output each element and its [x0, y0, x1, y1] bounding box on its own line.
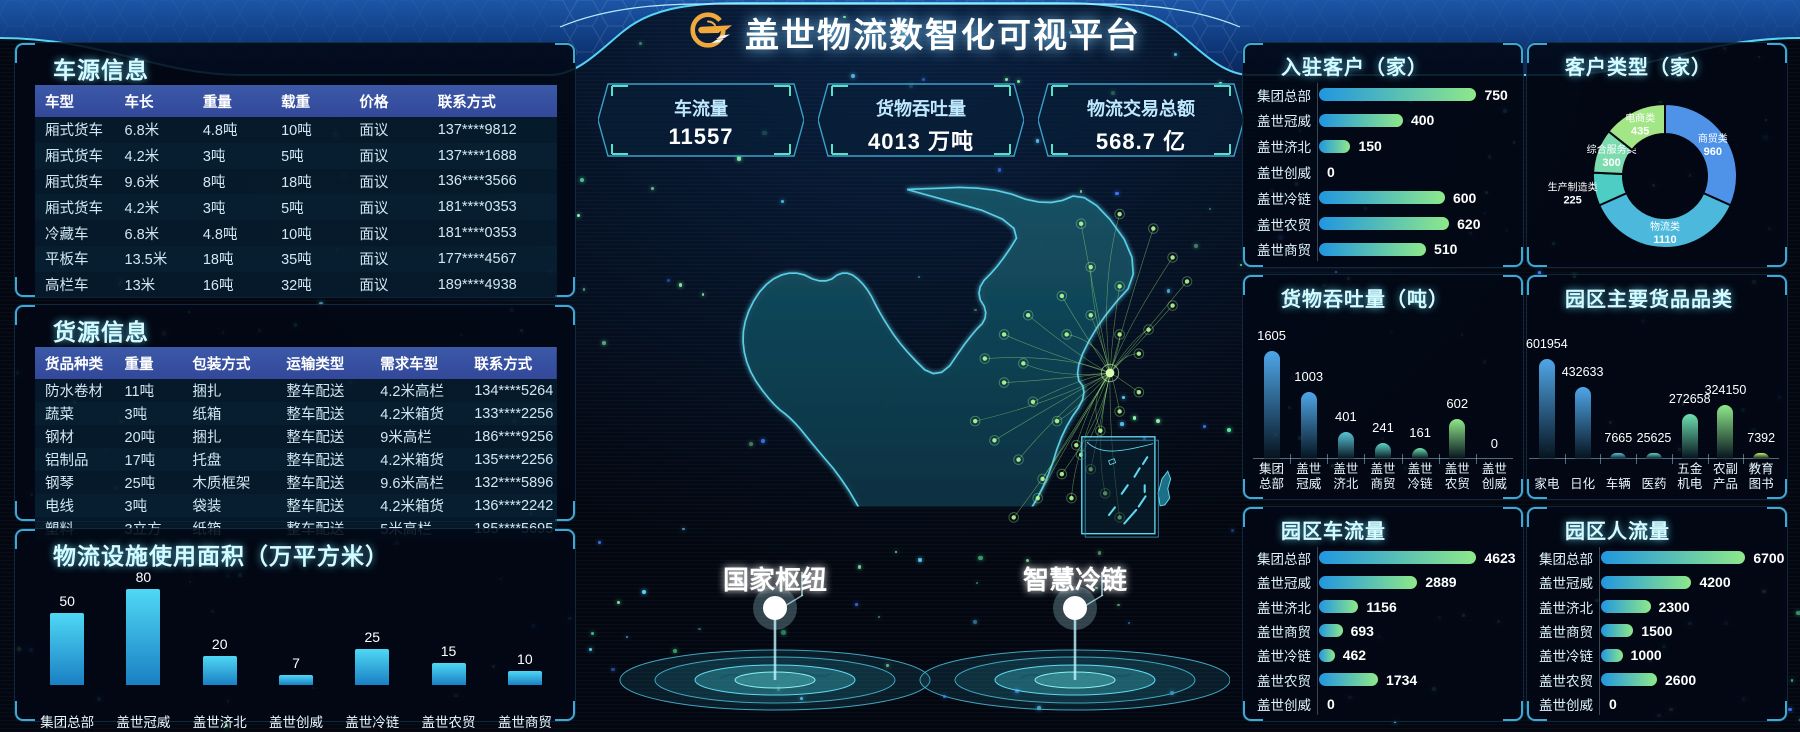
svg-text:225: 225 — [1563, 194, 1581, 206]
svg-text:商贸类: 商贸类 — [1698, 132, 1728, 145]
svg-text:物流类: 物流类 — [1650, 220, 1680, 233]
svg-text:生产制造类: 生产制造类 — [1548, 180, 1598, 193]
svg-text:电商类: 电商类 — [1625, 112, 1655, 125]
svg-text:960: 960 — [1704, 146, 1722, 158]
svg-text:1110: 1110 — [1653, 234, 1676, 246]
svg-text:435: 435 — [1631, 126, 1649, 138]
svg-text:300: 300 — [1602, 157, 1620, 169]
